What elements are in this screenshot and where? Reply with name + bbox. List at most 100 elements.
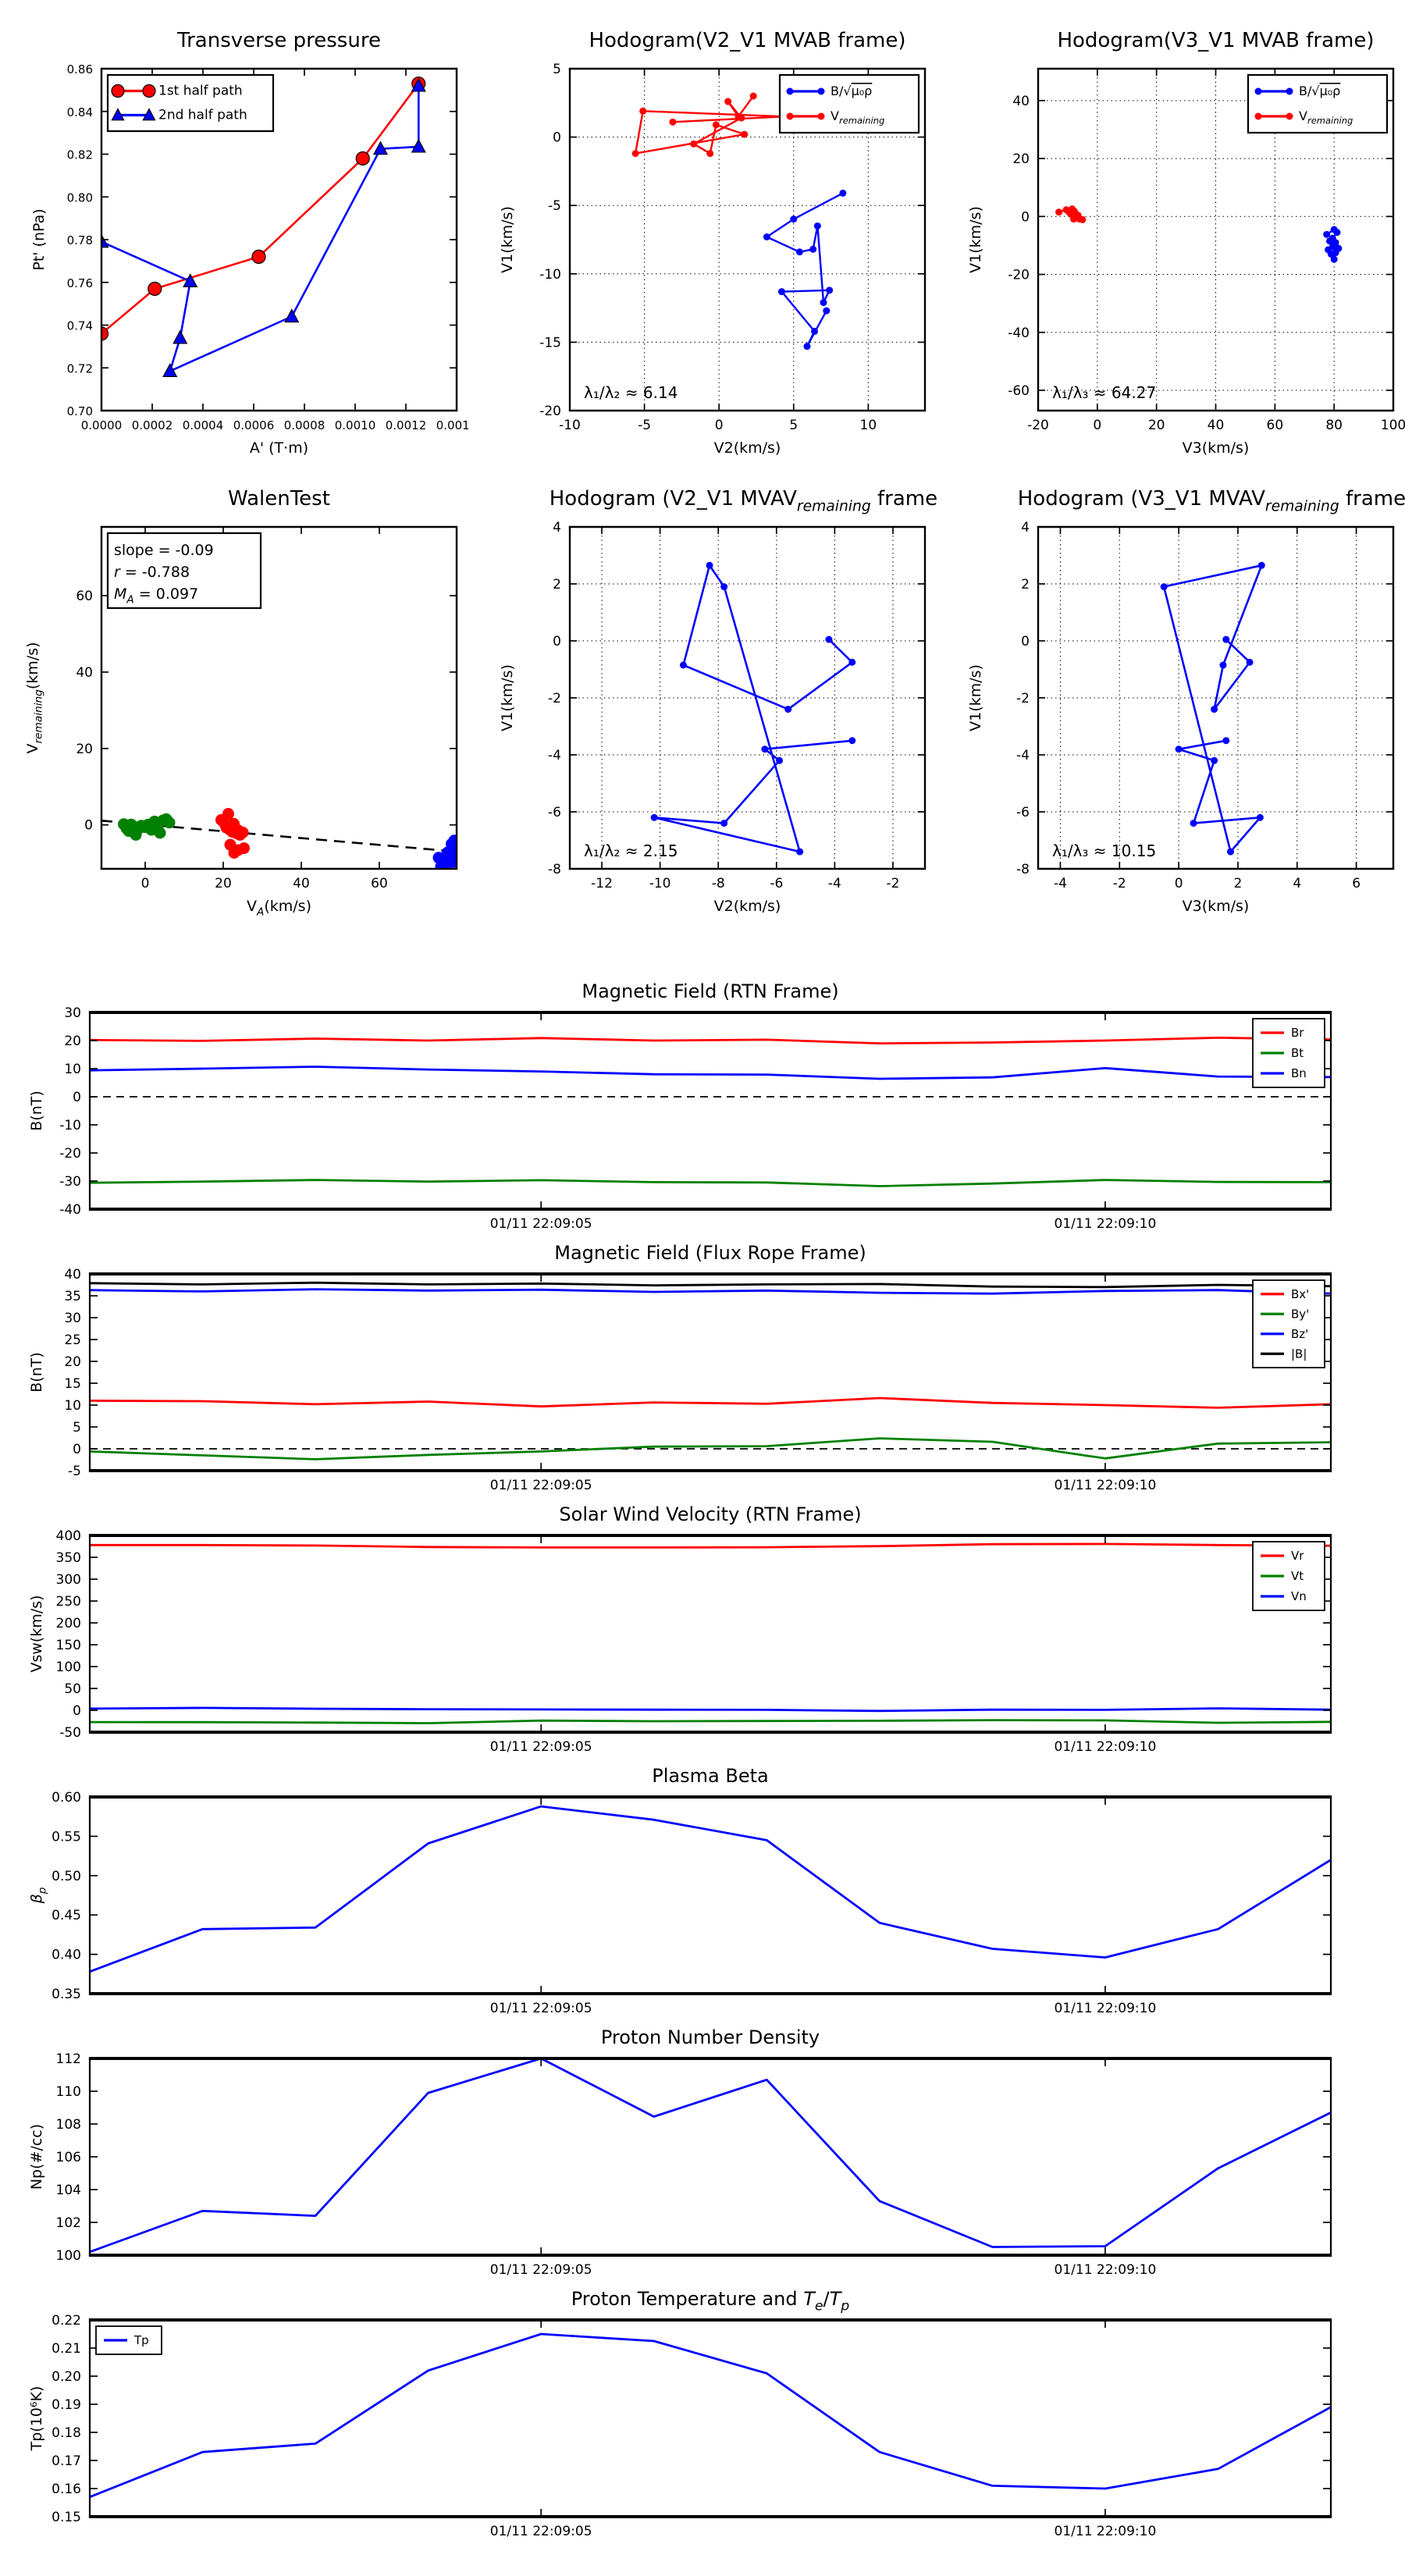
y-tick-label: 0.40 bbox=[52, 1948, 81, 1963]
y-tick-label: 0.35 bbox=[52, 1987, 81, 2002]
y-tick-label: 0.82 bbox=[67, 148, 93, 162]
x-tick-label: 100 bbox=[1381, 418, 1405, 433]
x-tick-label: 20 bbox=[1148, 418, 1165, 433]
x-tick-label: 0 bbox=[141, 876, 150, 891]
y-axis-label: B(nT) bbox=[28, 1352, 45, 1393]
series-cluster-2 bbox=[215, 808, 250, 859]
panel-magnetic-field-fluxrope: 01/11 22:09:05 01/11 22:09:10 40 35 30 25 20 15… bbox=[0, 1237, 1405, 1502]
legend-label: 1st half path bbox=[158, 84, 243, 99]
y-tick-label: -20 bbox=[539, 404, 561, 419]
y-tick-label: 30 bbox=[64, 1005, 81, 1021]
eigenvalue-annotation: λ₁/λ₂ ≈ 2.15 bbox=[584, 841, 678, 860]
y-tick-label: 4 bbox=[1021, 520, 1030, 535]
eigenvalue-annotation: λ₁/λ₃ ≈ 64.27 bbox=[1052, 383, 1156, 402]
y-tick-label: 30 bbox=[64, 1311, 81, 1326]
chart-transverse-pressure: 0.0000 0.0002 0.0004 0.0006 0.0008 0.0010 0.00… bbox=[30, 29, 477, 457]
panel-title: Magnetic Field (RTN Frame) bbox=[582, 980, 838, 1002]
x-tick-label: -10 bbox=[559, 418, 581, 433]
panel-plasma-beta: 01/11 22:09:05 01/11 22:09:10 0.60 0.55 0.50… bbox=[0, 1760, 1405, 2025]
y-tick-label: 4 bbox=[553, 520, 561, 535]
legend-label: B/√μ₀ρ bbox=[1299, 84, 1340, 98]
y-tick-label: -40 bbox=[59, 1202, 81, 1218]
y-tick-label: -30 bbox=[59, 1174, 81, 1190]
x-tick-label: 6 bbox=[1352, 876, 1361, 891]
y-tick-label: 20 bbox=[64, 1034, 81, 1049]
chart-walen-test: 0 20 40 60 0 20 40 60 WalenTest VA(km/s) Vremainin… bbox=[24, 487, 458, 918]
panel-title: Hodogram (V2_V1 MVAVremaining frame) bbox=[550, 487, 937, 514]
legend: B/√μ₀ρ Vremaining bbox=[1247, 73, 1389, 134]
x-tick-label: 60 bbox=[1267, 418, 1284, 433]
y-tick-label: 20 bbox=[1012, 151, 1030, 167]
y-tick-label: 100 bbox=[56, 1660, 81, 1675]
x-tick-label: 0.0004 bbox=[183, 418, 224, 432]
panel-magnetic-field-rtn: 01/11 22:09:05 01/11 22:09:10 30 20 10 0 -10 -2… bbox=[0, 976, 1405, 1240]
series-Tp bbox=[90, 2332, 1331, 2499]
panel-title: Hodogram(V2_V1 MVAB frame) bbox=[589, 29, 905, 52]
panel-title: Proton Temperature and Te/Tp bbox=[571, 2288, 850, 2314]
y-tick-label: 112 bbox=[56, 2051, 81, 2067]
x-tick-label: -10 bbox=[649, 876, 671, 891]
eigenvalue-annotation: λ₁/λ₂ ≈ 6.14 bbox=[584, 383, 678, 402]
chart-hodogram-v3v1-mvav: -4 -2 0 2 4 6 4 2 0 -2 -4 -6 -8 Hodogram (V3_V1 MVAVr… bbox=[967, 487, 1405, 915]
series-Bx' bbox=[90, 1397, 1331, 1409]
legend-label: Bn bbox=[1291, 1066, 1307, 1080]
series-cluster-1 bbox=[118, 813, 176, 841]
legend-label: Bt bbox=[1291, 1046, 1304, 1060]
series-hodogram bbox=[1160, 561, 1265, 856]
panel-title: Hodogram(V3_V1 MVAB frame) bbox=[1057, 29, 1374, 52]
y-tick-label: 110 bbox=[56, 2084, 81, 2100]
legend: Vr Vt Vn bbox=[1252, 1541, 1325, 1611]
y-tick-label: -2 bbox=[548, 691, 561, 706]
y-tick-label: 40 bbox=[76, 665, 93, 681]
y-tick-label: 0.74 bbox=[67, 319, 93, 333]
y-tick-label: -2 bbox=[1016, 691, 1030, 706]
x-tick-label: 0 bbox=[715, 418, 724, 433]
y-tick-label: 40 bbox=[64, 1267, 81, 1283]
y-axis-label: V1(km/s) bbox=[499, 206, 516, 273]
chart-hodogram-v2v1-mvab: -10 -5 0 5 10 5 0 -5 -10 -15 -20 Hodogram(V2_V1 MVA… bbox=[499, 29, 927, 457]
legend: Br Bt Bn bbox=[1252, 1018, 1325, 1088]
stats-line: r = -0.788 bbox=[114, 564, 190, 581]
y-tick-label: 5 bbox=[553, 62, 561, 77]
y-tick-label: 150 bbox=[56, 1638, 81, 1653]
x-tick-label: 0 bbox=[1175, 876, 1183, 891]
x-tick-label: 40 bbox=[1208, 418, 1225, 433]
x-tick-label: 0.0002 bbox=[132, 418, 173, 432]
legend: B/√μ₀ρ Vremaining bbox=[778, 73, 920, 134]
x-tick-label: -4 bbox=[1054, 876, 1067, 891]
legend-label: |B| bbox=[1291, 1347, 1307, 1361]
y-tick-label: 350 bbox=[56, 1550, 81, 1566]
legend-label: Bx' bbox=[1291, 1287, 1309, 1301]
x-tick-label: 01/11 22:09:05 bbox=[490, 1216, 592, 1232]
legend-label: Vr bbox=[1291, 1549, 1304, 1563]
panel-hodogram-v2v1-mvab: -10 -5 0 5 10 5 0 -5 -10 -15 -20 Hodogram(V2_V1 MVA… bbox=[468, 6, 937, 468]
series-V-remaining bbox=[1055, 205, 1087, 223]
x-tick-label: -2 bbox=[1113, 876, 1126, 891]
x-tick-label: 5 bbox=[789, 418, 798, 433]
y-axis-label: V1(km/s) bbox=[967, 206, 984, 273]
y-axis-label: V1(km/s) bbox=[967, 664, 984, 731]
x-tick-label: 01/11 22:09:10 bbox=[1055, 1478, 1157, 1493]
x-axis-label: V3(km/s) bbox=[1183, 439, 1250, 457]
panel-title: Proton Number Density bbox=[601, 2026, 820, 2048]
y-tick-label: 0 bbox=[73, 1090, 81, 1105]
series-Br bbox=[90, 1037, 1331, 1044]
legend-label: 2nd half path bbox=[158, 108, 247, 123]
x-axis-label: VA(km/s) bbox=[247, 898, 311, 918]
legend-label: By' bbox=[1291, 1307, 1309, 1321]
y-tick-label: 0 bbox=[1021, 209, 1030, 225]
y-axis-label: Np(#/cc) bbox=[28, 2124, 45, 2190]
series-Bz' bbox=[90, 1288, 1331, 1295]
legend-label: Br bbox=[1291, 1026, 1304, 1040]
chart-proton-density: 01/11 22:09:05 01/11 22:09:10 112 110 108 106… bbox=[28, 2026, 1332, 2278]
y-tick-label: 0.50 bbox=[52, 1869, 81, 1884]
chart-hodogram-v2v1-mvav: -12 -10 -8 -6 -4 -2 4 2 0 -2 -4 -6 -8 Hodogram (V2_V1… bbox=[499, 487, 945, 915]
y-tick-label: 0.16 bbox=[52, 2482, 81, 2497]
x-tick-label: 40 bbox=[293, 876, 310, 891]
y-tick-label: 35 bbox=[64, 1289, 81, 1304]
y-tick-label: 0.60 bbox=[52, 1790, 81, 1806]
x-tick-label: 01/11 22:09:05 bbox=[490, 1478, 592, 1493]
x-axis-label: V2(km/s) bbox=[714, 898, 781, 915]
y-tick-label: 0.45 bbox=[52, 1908, 81, 1923]
y-tick-label: 0.84 bbox=[67, 105, 93, 119]
